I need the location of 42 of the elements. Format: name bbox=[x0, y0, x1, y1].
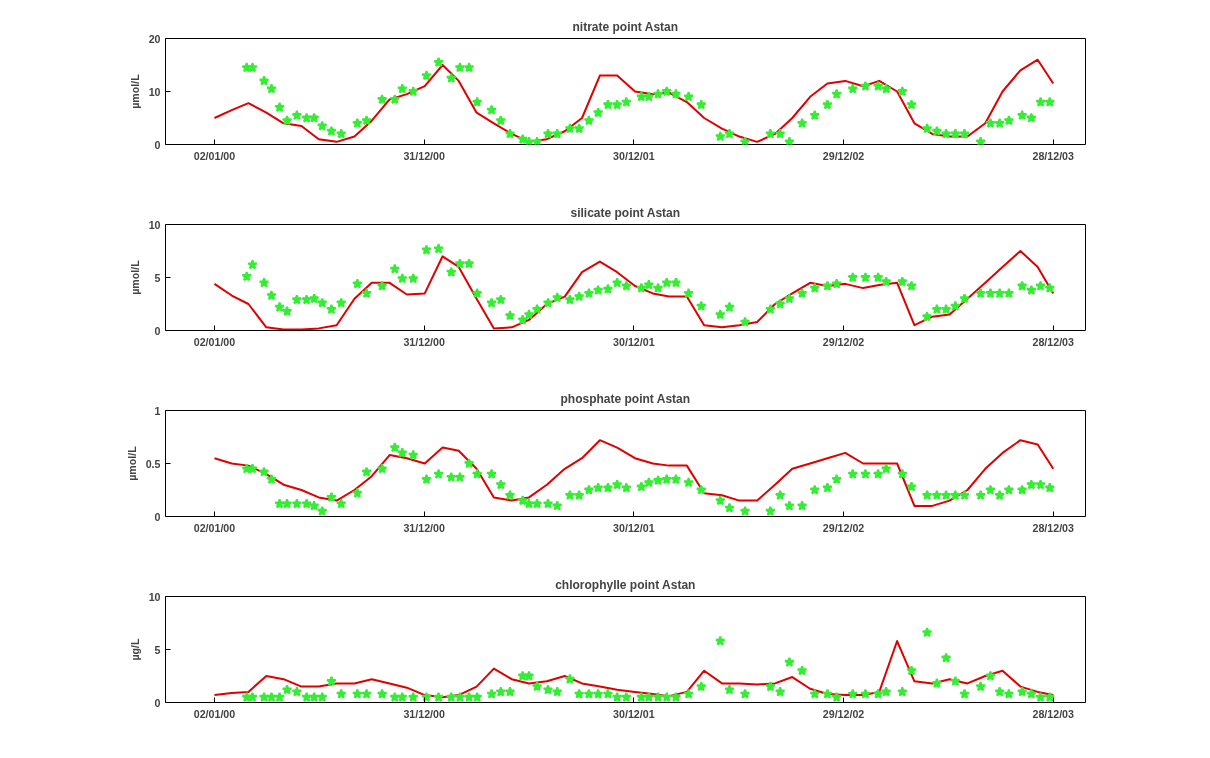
chart-title: phosphate point Astan bbox=[560, 391, 691, 406]
y-tick-label: 0 bbox=[154, 324, 161, 337]
line-series bbox=[213, 439, 1055, 507]
x-tick-label: 02/01/00 bbox=[193, 707, 236, 720]
x-tick-label: 31/12/00 bbox=[403, 335, 445, 348]
y-tick-label: 0 bbox=[154, 510, 161, 523]
y-tick-label: 10 bbox=[148, 85, 161, 98]
x-tick-label: 02/01/00 bbox=[193, 521, 236, 534]
x-tick-label: 28/12/03 bbox=[1032, 335, 1075, 348]
x-tick-label: 29/12/02 bbox=[822, 335, 865, 348]
y-axis-title: µmol/L bbox=[128, 73, 141, 109]
y-tick-label: 10 bbox=[148, 590, 161, 603]
x-tick-label: 29/12/02 bbox=[822, 521, 865, 534]
y-tick-label: 0 bbox=[154, 696, 161, 709]
y-tick-label: 10 bbox=[148, 218, 161, 231]
chart-title: silicate point Astan bbox=[570, 205, 681, 220]
x-tick-label: 31/12/00 bbox=[403, 521, 445, 534]
x-tick-label: 30/12/01 bbox=[613, 335, 655, 348]
x-tick-label: 28/12/03 bbox=[1032, 149, 1075, 162]
x-tick-label: 31/12/00 bbox=[403, 707, 445, 720]
line-series bbox=[213, 250, 1055, 331]
x-tick-label: 29/12/02 bbox=[822, 149, 865, 162]
x-tick-label: 02/01/00 bbox=[193, 335, 236, 348]
x-tick-label: 30/12/01 bbox=[613, 521, 655, 534]
x-tick-label: 31/12/00 bbox=[403, 149, 445, 162]
y-tick-label: 20 bbox=[148, 32, 161, 45]
x-tick-label: 30/12/01 bbox=[613, 707, 655, 720]
chart-title: nitrate point Astan bbox=[572, 19, 679, 34]
x-tick-label: 30/12/01 bbox=[613, 149, 655, 162]
x-tick-label: 28/12/03 bbox=[1032, 707, 1075, 720]
x-tick-label: 29/12/02 bbox=[822, 707, 865, 720]
y-axis-title: µg/L bbox=[128, 637, 141, 661]
y-tick-label: 5 bbox=[154, 643, 161, 656]
y-axis-title: µmol/L bbox=[128, 259, 141, 295]
y-tick-label: 0.5 bbox=[145, 457, 161, 470]
x-tick-label: 28/12/03 bbox=[1032, 521, 1075, 534]
y-tick-label: 5 bbox=[154, 271, 161, 284]
x-tick-label: 02/01/00 bbox=[193, 149, 236, 162]
chart-title: chlorophylle point Astan bbox=[555, 577, 696, 592]
y-tick-label: 0 bbox=[154, 138, 161, 151]
y-tick-label: 1 bbox=[154, 404, 161, 417]
y-axis-title: µmol/L bbox=[125, 445, 138, 481]
